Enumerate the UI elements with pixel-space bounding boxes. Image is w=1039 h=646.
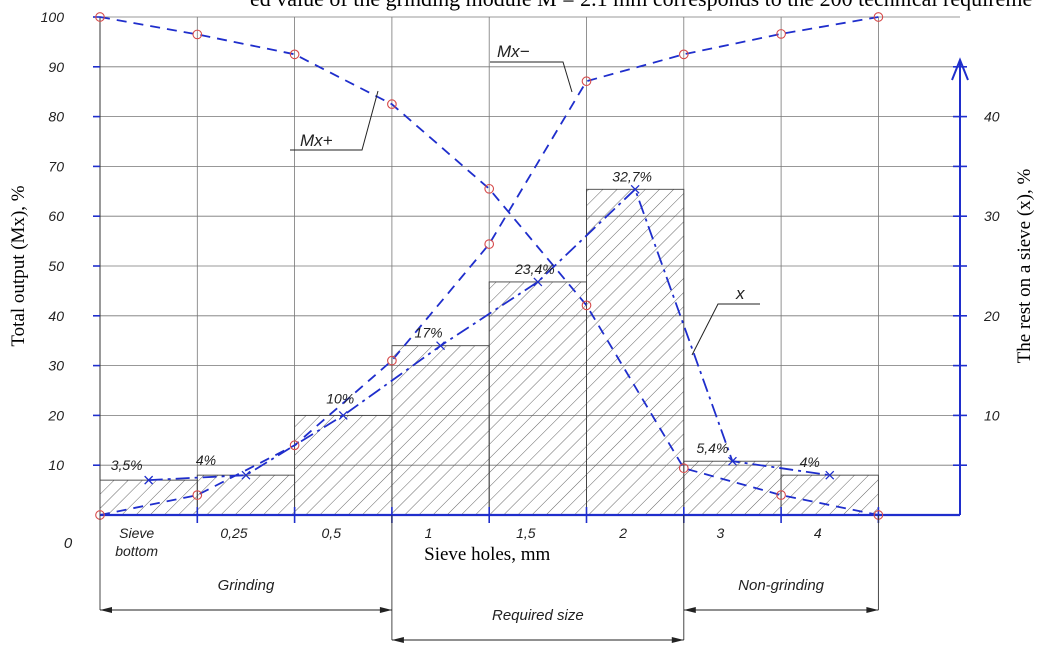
bar [780,474,879,516]
category-label-part: Sieve [119,525,154,541]
series-line-3 [148,187,830,481]
y-right-tick-label: 40 [984,109,1000,125]
point-marker [484,183,495,194]
category-label: 0,25 [220,525,247,541]
bar [196,474,296,516]
point-marker [289,440,300,451]
y-right-arrow [951,57,969,81]
bar-value-label: 32,7% [612,168,652,184]
series-label-x: x [735,284,745,303]
point-marker [581,76,592,87]
bar-value-label: 3,5% [111,457,143,473]
point-marker [289,49,300,60]
y-left-tick-label: 70 [48,158,64,174]
point-marker [387,99,397,109]
bar [683,460,782,516]
bar-value-label: 4% [196,452,216,468]
y-left-tick-label: 100 [41,9,65,25]
origin-label: 0 [64,535,73,552]
leader-mx-minus [490,61,573,93]
x-axis-title: Sieve holes, mm [424,544,550,565]
cross-marker [727,456,737,466]
series-markers [95,12,884,520]
point-marker [95,12,105,22]
y-left-tick-label: 50 [48,258,64,274]
header-text: ed value of the grinding module M = 2.1 … [250,0,1032,12]
category-label: 0,5 [322,525,342,541]
y-right-tick-label: 20 [983,308,1000,324]
point-marker [387,355,397,366]
bar [391,345,490,516]
leader-mx-plus [290,90,379,151]
y-right-tick-label: 10 [984,407,1000,423]
bar-value-label: 10% [326,390,354,406]
category-label-part: bottom [115,543,158,559]
cross-marker [630,184,640,194]
bar-value-label: 4% [800,454,820,470]
category-label: 2 [618,525,627,541]
series-label-mx-minus: Mx− [497,42,530,61]
category-label: 3 [717,525,725,541]
category-label: 1,5 [516,525,536,541]
range-label: Non-grinding [738,577,825,594]
y-left-tick-label: 80 [48,109,64,125]
y-right-tick-label: 30 [984,208,1000,224]
y-left-tick-label: 90 [48,59,64,75]
y-left-axis-title: Total output (Mx), % [8,185,29,346]
y-right-axis-title: The rest on a sieve (x), % [1014,168,1035,363]
leader-x [691,303,760,356]
point-marker [873,12,884,22]
bar-value-label: 17% [415,325,443,341]
y-left-tick-label: 30 [48,358,64,374]
y-left-tick-label: 10 [48,457,64,473]
bar-value-label: 23,4% [514,261,555,277]
point-marker [776,490,786,500]
y-left-tick-label: 20 [47,407,64,423]
bar [488,281,587,516]
category-label: 1 [425,525,433,541]
cross-marker [241,470,251,480]
bar [586,188,685,516]
cross-marker [144,475,154,485]
range-label: Required size [492,607,584,624]
series-lines [99,16,879,516]
cross-marker [338,410,348,420]
point-marker [484,239,495,249]
y-left-tick-label: 60 [48,208,64,224]
range-label: Grinding [218,577,275,594]
point-marker [776,29,786,39]
bars [99,188,879,516]
bar [99,479,198,516]
point-marker [678,49,689,60]
point-marker [581,300,592,311]
bar [294,414,393,516]
cross-marker [436,341,446,351]
series-label-mx-plus: Mx+ [300,131,333,150]
bar-value-label: 5,4% [696,440,728,456]
point-marker [192,29,203,40]
point-marker [192,490,203,500]
cross-marker [825,470,835,480]
y-left-tick-label: 40 [48,308,64,324]
axes [93,16,969,523]
category-label: Sieve bottom [115,525,158,559]
category-label: 4 [814,525,822,541]
cross-marker [533,277,543,287]
point-marker [678,463,689,474]
